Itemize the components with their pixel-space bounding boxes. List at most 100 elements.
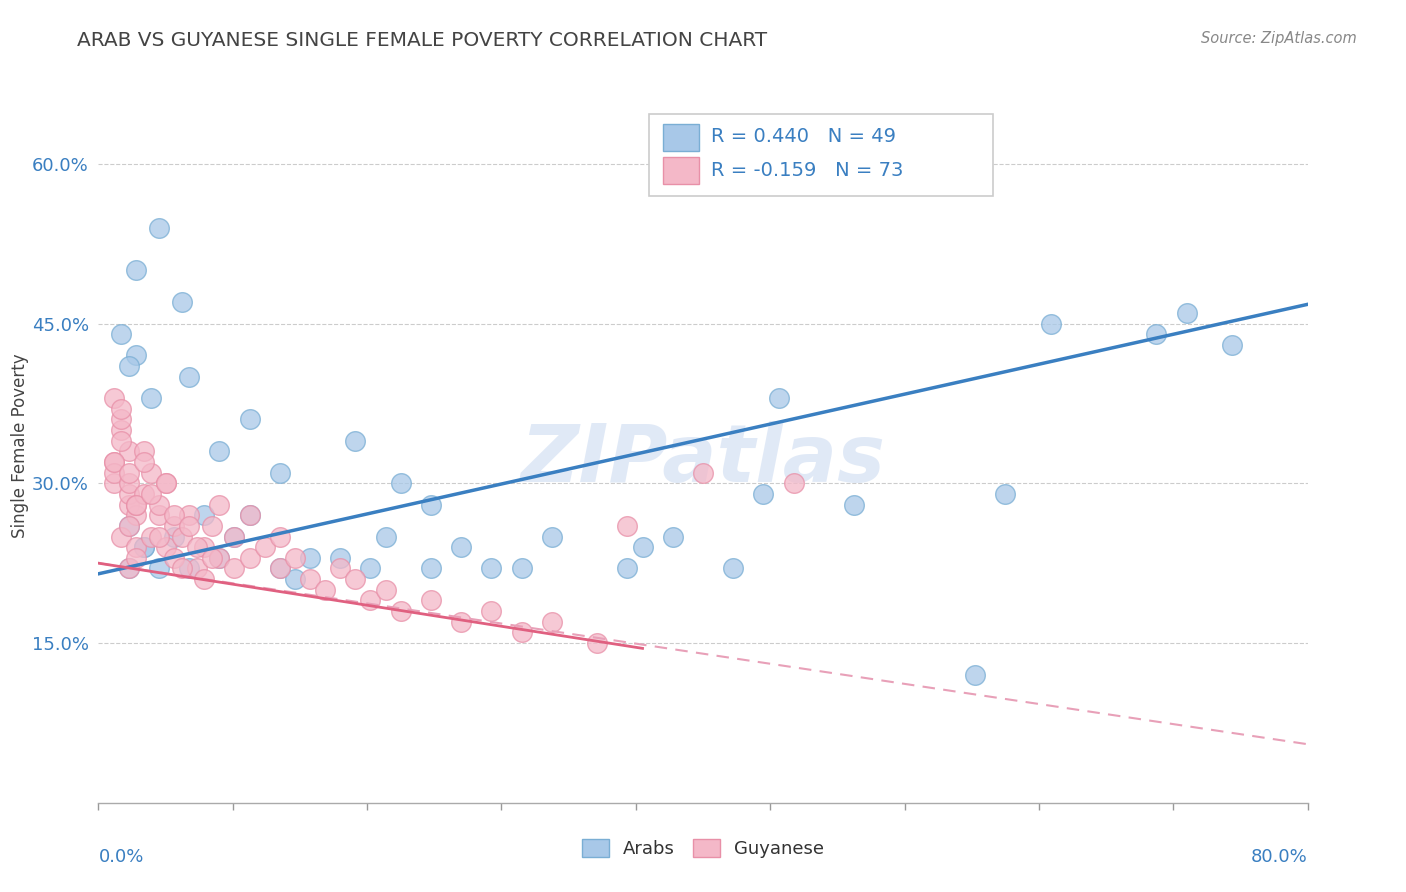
Point: [360, 593, 382, 607]
Point: [118, 519, 141, 533]
Point: [616, 561, 638, 575]
Point: [768, 391, 790, 405]
Point: [125, 540, 148, 554]
Point: [118, 444, 141, 458]
Point: [844, 498, 866, 512]
Point: [118, 561, 141, 575]
Point: [163, 529, 186, 543]
Point: [155, 476, 177, 491]
Text: 0.0%: 0.0%: [98, 847, 143, 865]
Point: [616, 519, 638, 533]
Point: [155, 476, 177, 491]
Point: [148, 561, 170, 575]
Point: [1175, 306, 1198, 320]
Point: [193, 540, 215, 554]
Point: [631, 540, 654, 554]
Point: [692, 466, 714, 480]
Point: [179, 508, 201, 523]
Point: [208, 550, 231, 565]
Point: [125, 550, 148, 565]
Point: [510, 625, 533, 640]
Point: [132, 540, 155, 554]
Point: [752, 487, 775, 501]
Point: [125, 498, 148, 512]
Point: [179, 519, 201, 533]
Point: [148, 220, 170, 235]
Point: [239, 412, 262, 426]
Point: [239, 550, 262, 565]
Point: [208, 444, 231, 458]
FancyBboxPatch shape: [648, 114, 993, 196]
Point: [723, 561, 745, 575]
Point: [170, 295, 193, 310]
Point: [269, 561, 291, 575]
Point: [661, 529, 683, 543]
Point: [110, 423, 132, 437]
Point: [193, 572, 215, 586]
Point: [540, 529, 562, 543]
Point: [103, 466, 125, 480]
Point: [201, 519, 224, 533]
Point: [965, 668, 987, 682]
Point: [125, 508, 148, 523]
Point: [208, 498, 231, 512]
Point: [155, 540, 177, 554]
Point: [1220, 338, 1243, 352]
Point: [481, 561, 503, 575]
Point: [360, 561, 382, 575]
Point: [299, 572, 322, 586]
Point: [374, 529, 396, 543]
Point: [118, 561, 141, 575]
Point: [450, 615, 472, 629]
Point: [389, 476, 412, 491]
Point: [344, 572, 367, 586]
Point: [1144, 327, 1167, 342]
Point: [586, 636, 609, 650]
Point: [329, 561, 352, 575]
Point: [170, 529, 193, 543]
Point: [170, 561, 193, 575]
FancyBboxPatch shape: [664, 157, 699, 184]
Point: [783, 476, 806, 491]
Point: [125, 349, 148, 363]
Text: ZIPatlas: ZIPatlas: [520, 421, 886, 500]
Point: [132, 540, 155, 554]
Y-axis label: Single Female Poverty: Single Female Poverty: [11, 354, 30, 538]
Point: [284, 550, 307, 565]
Text: Source: ZipAtlas.com: Source: ZipAtlas.com: [1201, 31, 1357, 46]
Point: [125, 498, 148, 512]
Point: [314, 582, 336, 597]
Point: [269, 561, 291, 575]
Point: [148, 529, 170, 543]
Text: ARAB VS GUYANESE SINGLE FEMALE POVERTY CORRELATION CHART: ARAB VS GUYANESE SINGLE FEMALE POVERTY C…: [77, 31, 768, 50]
Point: [420, 561, 443, 575]
Point: [420, 593, 443, 607]
FancyBboxPatch shape: [664, 124, 699, 152]
Point: [148, 498, 170, 512]
Point: [208, 550, 231, 565]
Point: [118, 487, 141, 501]
Point: [510, 561, 533, 575]
Point: [125, 263, 148, 277]
Point: [269, 529, 291, 543]
Point: [193, 508, 215, 523]
Point: [374, 582, 396, 597]
Point: [110, 412, 132, 426]
Point: [148, 508, 170, 523]
Point: [540, 615, 562, 629]
Point: [118, 359, 141, 373]
Point: [239, 508, 262, 523]
Point: [186, 561, 208, 575]
Text: R = 0.440   N = 49: R = 0.440 N = 49: [711, 127, 897, 146]
Point: [253, 540, 276, 554]
Text: R = -0.159   N = 73: R = -0.159 N = 73: [711, 161, 904, 179]
Point: [132, 455, 155, 469]
Point: [118, 466, 141, 480]
Point: [103, 455, 125, 469]
Point: [103, 391, 125, 405]
Point: [224, 529, 246, 543]
Point: [163, 550, 186, 565]
Point: [994, 487, 1017, 501]
Point: [118, 519, 141, 533]
Point: [344, 434, 367, 448]
